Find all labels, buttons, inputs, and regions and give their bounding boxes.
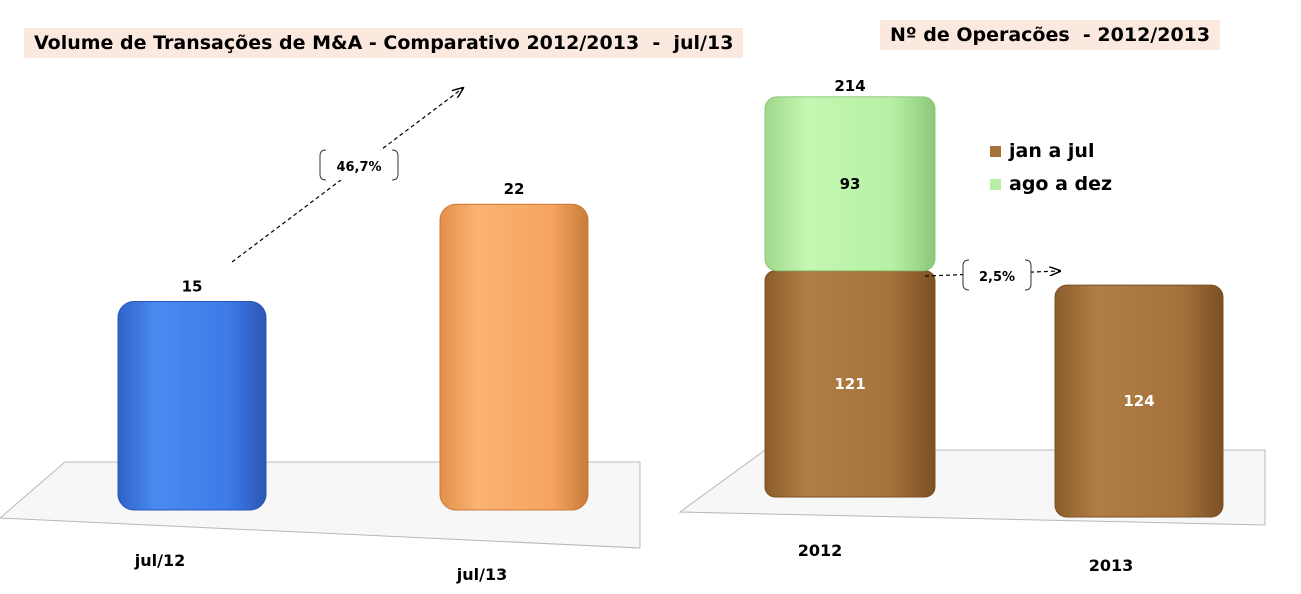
- legend-swatch-ago-a-dez: [990, 178, 1001, 190]
- legend-label-jan-a-jul: jan a jul: [1009, 140, 1095, 162]
- value-label-2012-ago-a-dez: 93: [840, 175, 861, 193]
- category-label-jul12: jul/12: [134, 551, 185, 570]
- right-chart-title: Nº de Operacões - 2012/2013: [880, 20, 1221, 50]
- bar-jul12: [117, 301, 267, 511]
- growth-arrow-right: [924, 271, 1060, 277]
- bar-2013-jan-a-jul: [1054, 284, 1224, 518]
- growth-callout-left: 46,7%: [319, 149, 399, 181]
- left-chart-title: Volume de Transações de M&A - Comparativ…: [24, 28, 744, 58]
- value-label-jul12: 15: [182, 278, 203, 296]
- growth-arrow-left: [231, 88, 463, 263]
- value-label-jul13: 22: [504, 180, 525, 198]
- category-label-jul13: jul/13: [456, 565, 507, 584]
- legend-item-ago-a-dez: ago a dez: [990, 173, 1112, 195]
- growth-callout-right: 2,5%: [962, 259, 1032, 291]
- value-label-2012-jan-a-jul: 121: [834, 375, 865, 393]
- legend-item-jan-a-jul: jan a jul: [990, 140, 1094, 162]
- growth-label-left: 46,7%: [336, 160, 381, 175]
- growth-label-right: 2,5%: [979, 270, 1015, 285]
- category-label-2012: 2012: [798, 541, 843, 560]
- category-label-2013: 2013: [1089, 556, 1134, 575]
- legend-swatch-jan-a-jul: [990, 145, 1001, 157]
- total-label-2012: 214: [834, 77, 865, 95]
- legend-label-ago-a-dez: ago a dez: [1009, 173, 1113, 195]
- bar-jul13: [439, 203, 589, 511]
- bar-2012-ago-a-dez: [764, 96, 936, 272]
- value-label-2013-jan-a-jul: 124: [1123, 392, 1154, 410]
